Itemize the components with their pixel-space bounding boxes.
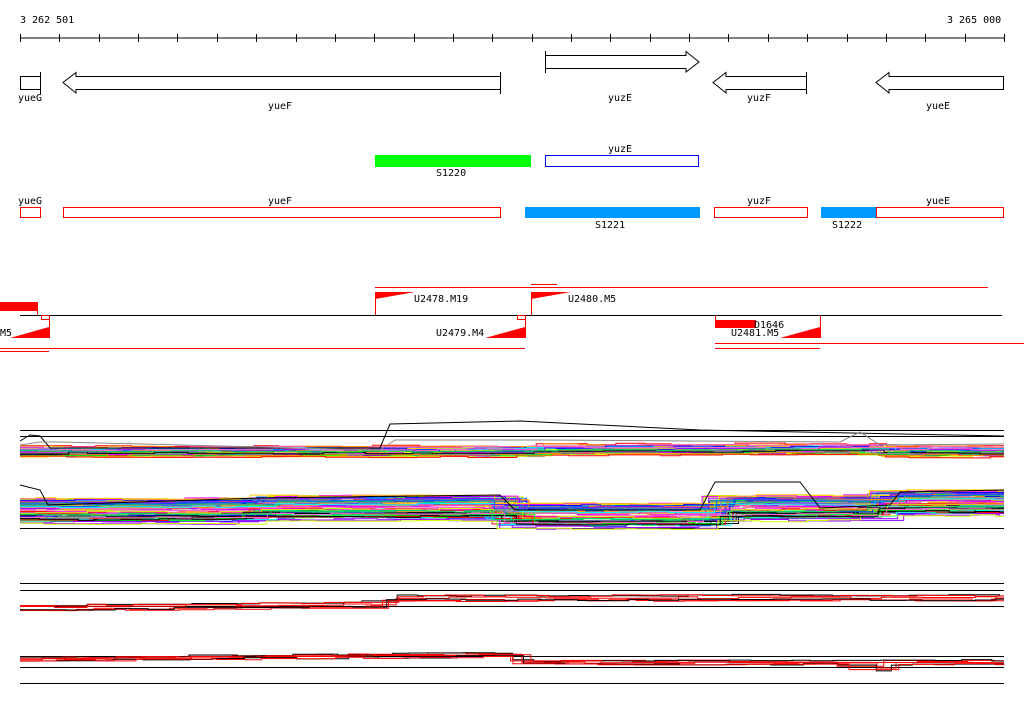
expression-trace [20, 598, 1004, 611]
gene-yueF[interactable]: yueF [62, 71, 501, 112]
promoter-ramp-icon [485, 327, 525, 338]
segment-track-2: yueG yueF S1221 yuzF S1222 yueE [18, 196, 1004, 231]
segment-label: yuzF [747, 196, 771, 207]
expression-profiles [19, 420, 1005, 684]
ruler-end-label: 3 265 000 [947, 15, 1001, 26]
expression-trace [20, 489, 1004, 505]
transcript-u2481[interactable]: U2481.M5 [731, 315, 821, 339]
ruler-start-label: 3 262 501 [20, 15, 74, 26]
expression-trace [20, 494, 1004, 510]
expression-trace [20, 446, 1004, 451]
transcript-label: D1646 [754, 320, 784, 331]
segment-yueE[interactable] [876, 207, 1004, 218]
segment-yueG[interactable] [20, 207, 41, 218]
gene-label: yueG [18, 93, 42, 104]
gene-label: yueE [926, 101, 950, 112]
segment-label: yueE [926, 196, 950, 207]
gene-yueE[interactable]: yueE [875, 71, 1004, 113]
expression-trace [19, 481, 1005, 511]
gene-yueG[interactable]: yueG [18, 72, 42, 104]
segment-label: yuzE [608, 144, 632, 155]
gene-label: yuzE [608, 93, 632, 104]
transcript-u2479[interactable]: U2479.M4 [436, 315, 526, 339]
segment-yuzE[interactable] [545, 155, 699, 167]
segment-S1222[interactable] [821, 207, 877, 218]
segment-yueF[interactable] [63, 207, 501, 218]
segment-label: S1221 [595, 220, 625, 231]
transcript-u2478[interactable]: U2478.M19 [375, 292, 468, 315]
expression-trace [19, 431, 1005, 451]
expression-trace [20, 505, 1004, 521]
transcript-label: U2481.M5 [731, 328, 779, 339]
transcript-u2480[interactable]: U2480.M5 [531, 292, 616, 315]
promoter-ramp-icon [531, 292, 571, 299]
transcript-label: U2478.M19 [414, 294, 468, 305]
expression-trace [20, 596, 1004, 608]
expression-trace [20, 496, 1004, 512]
expression-trace [20, 503, 1004, 519]
expression-trace [20, 512, 1004, 529]
promoter-ramp-icon [375, 292, 415, 299]
expression-trace [19, 420, 1005, 449]
expression-trace [20, 656, 1004, 671]
gene-label: yueF [268, 101, 292, 112]
promoter-ramp-icon [780, 327, 820, 338]
expression-trace [20, 508, 1004, 524]
transcript-label: M5 [0, 328, 12, 339]
segment-label: yueG [18, 196, 42, 207]
segment-label: yueF [268, 196, 292, 207]
transcript-d1646[interactable]: D1646 [715, 315, 784, 331]
gene-yuzF[interactable]: yuzF [712, 71, 807, 104]
coordinate-ruler: 3 262 501 3 265 000 [20, 15, 1005, 42]
segment-label: S1222 [832, 220, 862, 231]
expression-trace [20, 594, 1004, 607]
expression-trace [20, 506, 1004, 523]
gene-yuzE[interactable]: yuzE [545, 50, 700, 104]
segment-S1221[interactable] [525, 207, 700, 218]
transcript-label: U2480.M5 [568, 294, 616, 305]
segment-S1220[interactable] [375, 155, 531, 167]
expression-trace [20, 655, 1005, 672]
expression-trace [20, 514, 1004, 530]
transcript-label: U2479.M4 [436, 328, 484, 339]
ruler-ticks [20, 34, 1005, 42]
segment-track-1: S1220 yuzE [375, 144, 699, 179]
expression-trace [20, 598, 1004, 611]
gene-label: yuzF [747, 93, 771, 104]
segment-yuzF[interactable] [714, 207, 808, 218]
transcript-track: M5 U2478.M19 U2479.M4 U2480.M5 D1646 [0, 284, 1024, 352]
promoter-ramp-icon [10, 327, 49, 338]
gene-track: yueG yueF yuzE yuzF yueE [18, 50, 1004, 113]
expression-trace [20, 448, 1004, 453]
segment-label: S1220 [436, 168, 466, 179]
transcript-m5-left[interactable]: M5 [0, 302, 50, 339]
expression-trace [20, 653, 1004, 669]
